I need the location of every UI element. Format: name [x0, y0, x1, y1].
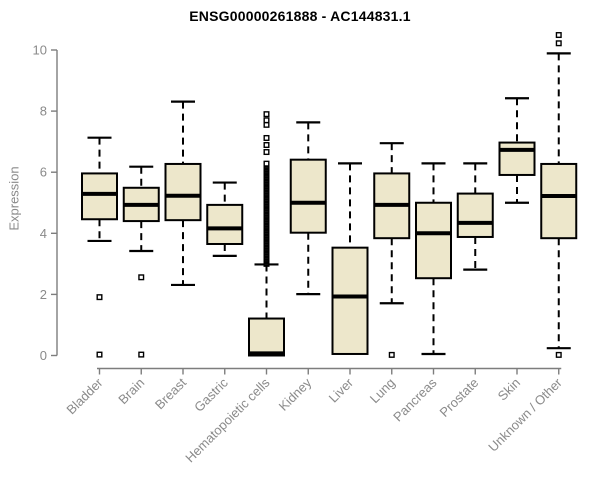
y-tick-label: 2 — [40, 287, 47, 302]
iqr-box — [206, 203, 244, 245]
outlier-point — [96, 294, 103, 301]
x-category-label-skin: Skin — [495, 375, 523, 403]
y-tick-label: 10 — [33, 43, 47, 58]
boxplot-bladder — [81, 136, 118, 358]
boxplot-brain — [122, 165, 160, 358]
boxplot-pancreas — [415, 162, 452, 356]
outlier-point — [388, 351, 395, 358]
x-category-label-prostate: Prostate — [437, 375, 482, 420]
outlier-point — [263, 111, 270, 118]
iqr-box — [498, 141, 536, 176]
outlier-point — [263, 142, 270, 149]
boxplot-skin — [498, 97, 536, 204]
x-category-label-brain: Brain — [115, 375, 147, 407]
x-category-label-bladder: Bladder — [63, 375, 106, 418]
outlier-point — [138, 351, 145, 358]
outlier-point — [555, 351, 562, 358]
iqr-box — [164, 162, 202, 222]
outlier-point — [263, 149, 270, 156]
iqr-box — [331, 246, 369, 355]
boxplot-unknown-other — [540, 32, 578, 358]
boxplot-lung — [373, 142, 411, 358]
boxplot-liver — [331, 162, 369, 355]
iqr-box — [248, 317, 285, 357]
x-category-label-pancreas: Pancreas — [390, 375, 440, 425]
outlier-point — [263, 160, 270, 167]
x-category-label-kidney: Kidney — [276, 375, 315, 414]
x-category-label-breast: Breast — [152, 375, 189, 412]
boxplot-kidney — [289, 121, 327, 296]
x-category-label-liver: Liver — [326, 375, 357, 406]
outlier-point — [263, 117, 270, 124]
iqr-box — [289, 158, 327, 234]
outlier-point — [263, 134, 270, 141]
y-tick-label: 6 — [40, 165, 47, 180]
boxplot-breast — [164, 100, 202, 287]
outlier-point — [555, 32, 562, 39]
outlier-point — [555, 40, 562, 47]
iqr-box — [540, 162, 578, 240]
iqr-box — [81, 172, 118, 221]
boxplot-gastric — [206, 181, 244, 258]
x-category-label-lung: Lung — [367, 375, 398, 406]
chart-title: ENSG00000261888 - AC144831.1 — [189, 8, 411, 24]
boxplot-prostate — [456, 162, 494, 271]
x-category-label-gastric: Gastric — [191, 375, 231, 415]
y-tick-label: 4 — [40, 226, 47, 241]
boxplot-hematopoietic-cells — [248, 111, 285, 357]
x-category-label-unknown-other: Unknown / Other — [485, 375, 565, 455]
y-tick-label: 0 — [40, 348, 47, 363]
iqr-box — [456, 192, 494, 238]
y-tick-label: 8 — [40, 104, 47, 119]
outlier-point — [138, 274, 145, 281]
outlier-point — [96, 351, 103, 358]
iqr-box — [415, 201, 452, 280]
